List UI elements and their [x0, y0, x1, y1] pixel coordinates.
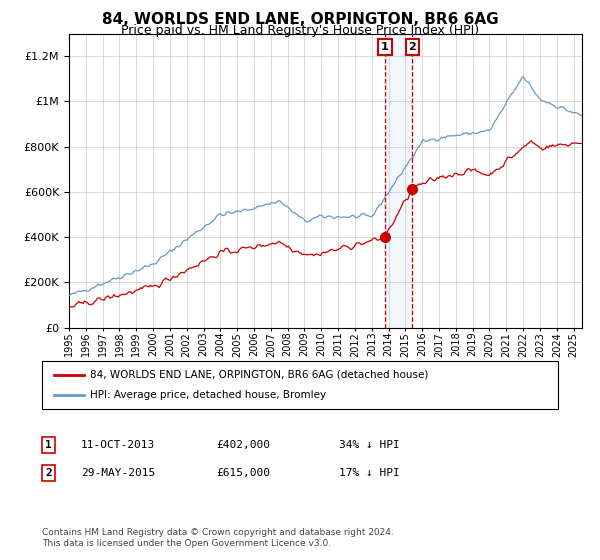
Text: £402,000: £402,000 — [216, 440, 270, 450]
Text: Price paid vs. HM Land Registry's House Price Index (HPI): Price paid vs. HM Land Registry's House … — [121, 24, 479, 37]
Text: Contains HM Land Registry data © Crown copyright and database right 2024.
This d: Contains HM Land Registry data © Crown c… — [42, 528, 394, 548]
Text: 1: 1 — [381, 42, 389, 52]
Text: £615,000: £615,000 — [216, 468, 270, 478]
Text: 11-OCT-2013: 11-OCT-2013 — [81, 440, 155, 450]
Text: 1: 1 — [45, 440, 52, 450]
Text: 2: 2 — [45, 468, 52, 478]
Text: 29-MAY-2015: 29-MAY-2015 — [81, 468, 155, 478]
Text: 34% ↓ HPI: 34% ↓ HPI — [339, 440, 400, 450]
Text: 2: 2 — [409, 42, 416, 52]
Bar — [385, 34, 412, 328]
Text: HPI: Average price, detached house, Bromley: HPI: Average price, detached house, Brom… — [90, 390, 326, 400]
Text: 84, WORLDS END LANE, ORPINGTON, BR6 6AG (detached house): 84, WORLDS END LANE, ORPINGTON, BR6 6AG … — [90, 370, 428, 380]
Text: 84, WORLDS END LANE, ORPINGTON, BR6 6AG: 84, WORLDS END LANE, ORPINGTON, BR6 6AG — [101, 12, 499, 27]
Text: 17% ↓ HPI: 17% ↓ HPI — [339, 468, 400, 478]
